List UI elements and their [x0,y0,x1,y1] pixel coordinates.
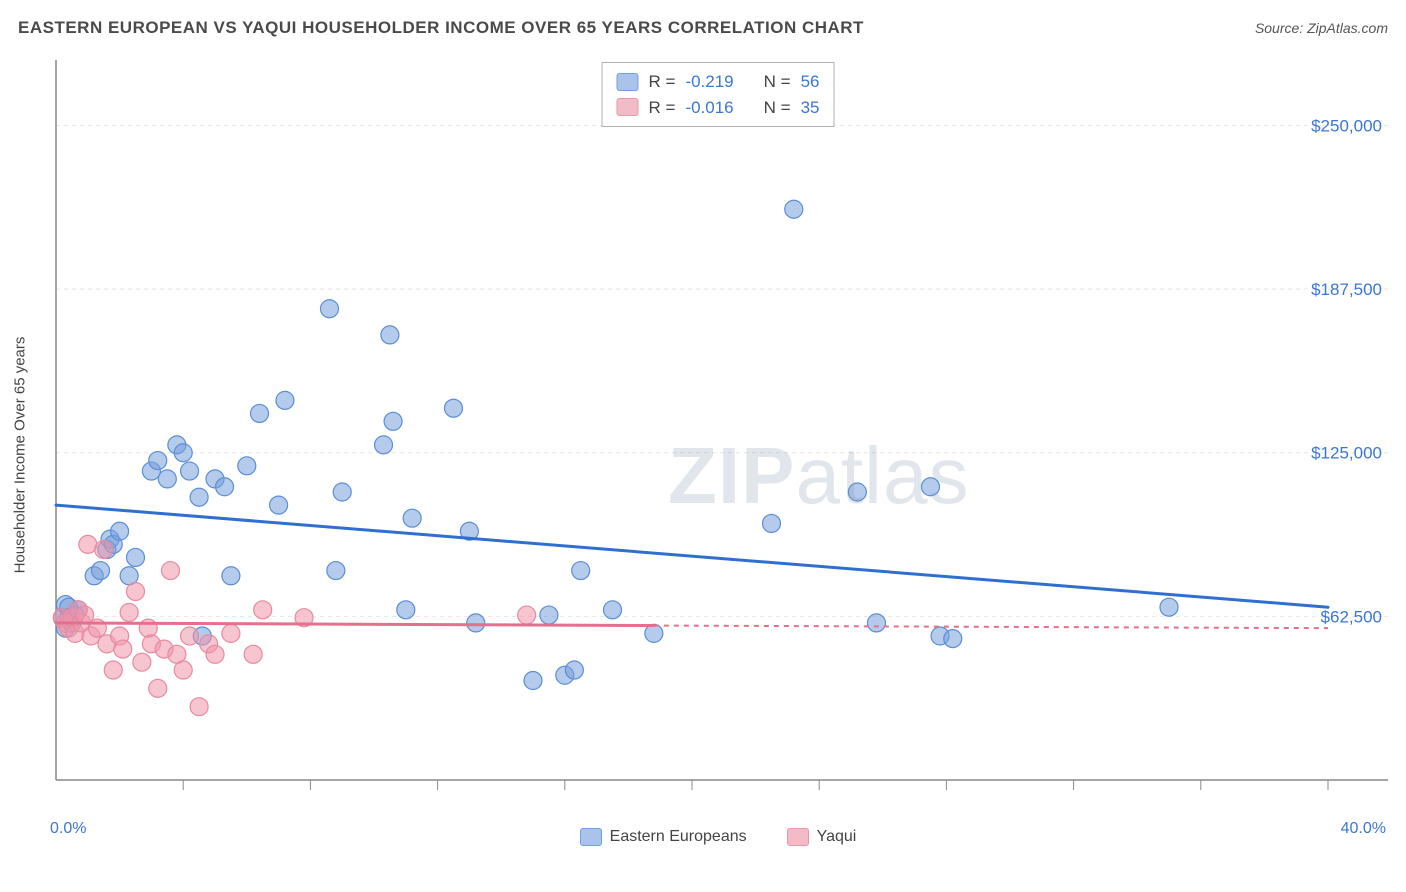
legend-item-1: Yaqui [787,828,857,846]
correlation-legend: R = -0.219 N = 56 R = -0.016 N = 35 [602,62,835,127]
r-value-1: -0.016 [685,95,733,121]
legend-swatch-0 [580,828,602,846]
n-label-0: N = [764,69,791,95]
legend-label-0: Eastern Europeans [610,828,747,846]
correlation-swatch-0 [617,73,639,91]
n-value-1: 35 [801,95,820,121]
legend-label-1: Yaqui [817,828,857,846]
r-value-0: -0.219 [685,69,733,95]
svg-text:$250,000: $250,000 [1311,116,1382,135]
correlation-swatch-1 [617,98,639,116]
svg-text:$62,500: $62,500 [1321,607,1382,626]
source-name: ZipAtlas.com [1307,20,1388,36]
scatter-chart: $62,500 $125,000 $187,500 $250,000 [48,60,1388,800]
svg-text:$125,000: $125,000 [1311,444,1382,463]
series-legend: Eastern Europeans Yaqui [48,828,1388,846]
correlation-row-1: R = -0.016 N = 35 [617,95,820,121]
n-value-0: 56 [801,69,820,95]
chart-container: Householder Income Over 65 years $62,500… [48,60,1388,850]
chart-header: EASTERN EUROPEAN VS YAQUI HOUSEHOLDER IN… [18,18,1388,38]
correlation-row-0: R = -0.219 N = 56 [617,69,820,95]
chart-source: Source: ZipAtlas.com [1255,20,1388,36]
svg-text:$187,500: $187,500 [1311,280,1382,299]
y-axis-label: Householder Income Over 65 years [12,337,29,574]
legend-swatch-1 [787,828,809,846]
r-label-0: R = [649,69,676,95]
chart-title: EASTERN EUROPEAN VS YAQUI HOUSEHOLDER IN… [18,18,864,38]
source-prefix: Source: [1255,20,1307,36]
n-label-1: N = [764,95,791,121]
legend-item-0: Eastern Europeans [580,828,747,846]
r-label-1: R = [649,95,676,121]
